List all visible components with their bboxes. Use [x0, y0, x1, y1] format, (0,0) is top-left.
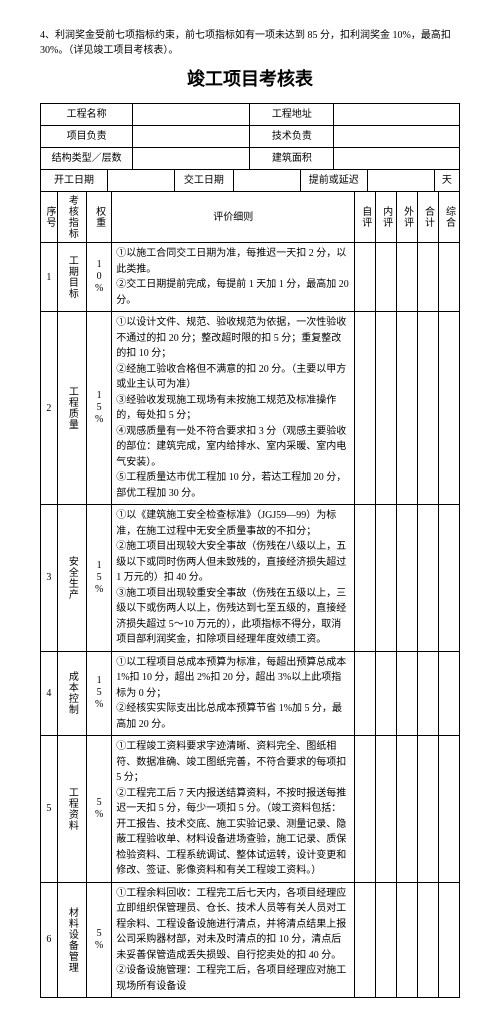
col-weight: 权重	[87, 192, 112, 243]
eval-cell	[376, 651, 397, 736]
table-row: 4成本控制15%①以工程项目总成本预算为标准，每超出预算总成本 1%扣 10 分…	[41, 651, 460, 736]
eval-cell	[376, 505, 397, 652]
row-seq: 5	[41, 736, 58, 883]
row-indicator: 安全生产	[57, 505, 86, 652]
struct-value	[133, 148, 250, 170]
eval-cell	[376, 882, 397, 998]
col-indicator: 考核指标	[57, 192, 86, 243]
tech-mgr-label: 技术负责	[250, 126, 334, 148]
eval-cell	[397, 505, 418, 652]
col-comp: 综合	[439, 192, 460, 243]
eval-cell	[418, 882, 439, 998]
eval-cell	[418, 651, 439, 736]
eval-cell	[355, 312, 376, 505]
row-weight: 5%	[87, 882, 112, 998]
col-self: 自评	[355, 192, 376, 243]
row-seq: 1	[41, 243, 58, 312]
row-detail: ①以《建筑施工安全检查标准》（JGJ59—99）为标准，在施工过程中无安全质量事…	[112, 505, 355, 652]
eval-cell	[355, 882, 376, 998]
area-label: 建筑面积	[250, 148, 334, 170]
eval-cell	[397, 312, 418, 505]
row-indicator: 工程质量	[57, 312, 86, 505]
row-indicator: 成本控制	[57, 651, 86, 736]
eval-cell	[376, 243, 397, 312]
proj-mgr-label: 项目负责	[41, 126, 133, 148]
start-date-value	[108, 170, 175, 192]
row-weight: 5%	[87, 736, 112, 883]
row-detail: ①以施工合同交工日期为准，每推迟一天扣 2 分，以此类推。②交工日期提前完成，每…	[112, 243, 355, 312]
table-row: 2工程质量15%①以设计文件、规范、验收规范为依据，一次性验收不通过的扣 20 …	[41, 312, 460, 505]
struct-label: 结构类型／层数	[41, 148, 133, 170]
eval-cell	[439, 651, 460, 736]
row-detail: ①工程余料回收：工程完工后七天内，各项目经理应立即组织保管理员、仓长、技术人员等…	[112, 882, 355, 998]
col-int: 内评	[376, 192, 397, 243]
row-indicator: 工期目标	[57, 243, 86, 312]
eval-cell	[418, 505, 439, 652]
row-indicator: 工程资料	[57, 736, 86, 883]
assessment-table: 序号 考核指标 权重 评价细则 自评 内评 外评 合计 综合 1工期目标10%①…	[40, 192, 460, 998]
eval-cell	[418, 736, 439, 883]
eval-cell	[397, 736, 418, 883]
col-seq: 序号	[41, 192, 58, 243]
days-label: 天	[434, 170, 459, 192]
eval-cell	[355, 651, 376, 736]
header-table: 工程名称 工程地址 项目负责 技术负责 结构类型／层数 建筑面积	[40, 103, 460, 170]
table-row: 3安全生产15%①以《建筑施工安全检查标准》（JGJ59—99）为标准，在施工过…	[41, 505, 460, 652]
eval-cell	[418, 312, 439, 505]
eval-cell	[355, 505, 376, 652]
start-date-label: 开工日期	[41, 170, 108, 192]
row-seq: 4	[41, 651, 58, 736]
proj-name-label: 工程名称	[41, 104, 133, 126]
row-weight: 15%	[87, 651, 112, 736]
intro-text: 4、利润奖金受前七项指标约束，前七项指标如有一项未达到 85 分，扣利润奖金 1…	[40, 28, 460, 58]
row-detail: ①以设计文件、规范、验收规范为依据，一次性验收不通过的扣 20 分；整改超时限的…	[112, 312, 355, 505]
eval-cell	[397, 882, 418, 998]
row-indicator: 材料设备管理	[57, 882, 86, 998]
eval-cell	[439, 736, 460, 883]
col-detail: 评价细则	[112, 192, 355, 243]
eval-cell	[439, 312, 460, 505]
eval-cell	[355, 243, 376, 312]
advance-value	[367, 170, 434, 192]
eval-cell	[439, 882, 460, 998]
proj-addr-label: 工程地址	[250, 104, 334, 126]
row-weight: 10%	[87, 243, 112, 312]
hand-date-value	[233, 170, 300, 192]
eval-cell	[397, 651, 418, 736]
table-row: 6材料设备管理5%①工程余料回收：工程完工后七天内，各项目经理应立即组织保管理员…	[41, 882, 460, 998]
proj-name-value	[133, 104, 250, 126]
area-value	[334, 148, 460, 170]
dates-table: 开工日期 交工日期 提前或延迟 天	[40, 170, 460, 192]
eval-cell	[376, 312, 397, 505]
table-row: 5工程资料5%①工程竣工资料要求字迹清晰、资料完全、图纸相符、数据准确、竣工图纸…	[41, 736, 460, 883]
tech-mgr-value	[334, 126, 460, 148]
col-ext: 外评	[397, 192, 418, 243]
eval-cell	[376, 736, 397, 883]
row-seq: 6	[41, 882, 58, 998]
row-seq: 3	[41, 505, 58, 652]
col-tot: 合计	[418, 192, 439, 243]
proj-addr-value	[334, 104, 460, 126]
eval-cell	[418, 243, 439, 312]
row-detail: ①以工程项目总成本预算为标准，每超出预算总成本 1%扣 10 分，超出 2%扣 …	[112, 651, 355, 736]
hand-date-label: 交工日期	[175, 170, 234, 192]
page-title: 竣工项目考核表	[40, 66, 460, 93]
row-weight: 15%	[87, 312, 112, 505]
advance-label: 提前或延迟	[300, 170, 367, 192]
eval-cell	[439, 505, 460, 652]
row-seq: 2	[41, 312, 58, 505]
row-weight: 15%	[87, 505, 112, 652]
eval-cell	[355, 736, 376, 883]
table-row: 1工期目标10%①以施工合同交工日期为准，每推迟一天扣 2 分，以此类推。②交工…	[41, 243, 460, 312]
eval-cell	[439, 243, 460, 312]
eval-cell	[397, 243, 418, 312]
proj-mgr-value	[133, 126, 250, 148]
row-detail: ①工程竣工资料要求字迹清晰、资料完全、图纸相符、数据准确、竣工图纸完善，不符合要…	[112, 736, 355, 883]
